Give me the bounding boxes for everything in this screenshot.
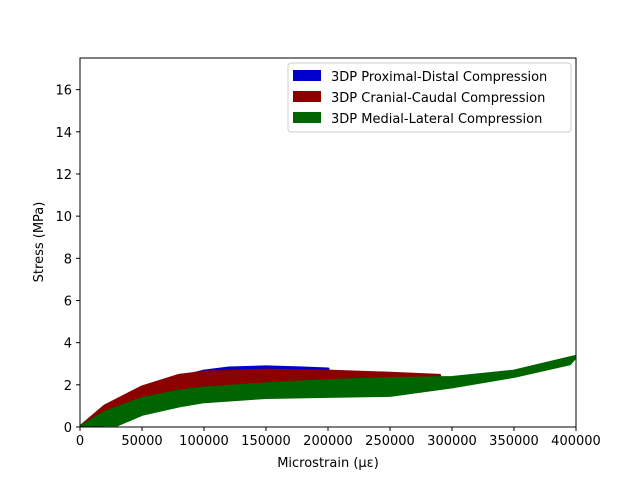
legend-swatch-1 (293, 70, 321, 81)
x-axis-label: Microstrain (µε) (277, 456, 379, 471)
legend: 3DP Proximal-Distal Compression 3DP Crani… (287, 62, 572, 133)
legend-box (287, 62, 572, 133)
y-tick-label: 12 (55, 168, 72, 183)
y-tick-label: 16 (55, 84, 72, 99)
x-tick-label: 400000 (551, 434, 601, 449)
series-band-3 (80, 354, 576, 427)
plot-area (80, 354, 576, 427)
x-tick-label: 300000 (427, 434, 477, 449)
axes: 0 50000 100000 150000 200000 250000 300000 3500… (55, 57, 601, 449)
x-tick-label: 350000 (489, 434, 539, 449)
x-tick-label: 0 (76, 434, 84, 449)
x-tick-label: 50000 (121, 434, 162, 449)
y-tick-label: 2 (64, 379, 72, 394)
y-tick-label: 4 (64, 337, 72, 352)
y-tick-label: 8 (64, 252, 72, 267)
x-tick-label: 250000 (365, 434, 415, 449)
x-tick-label: 200000 (303, 434, 353, 449)
x-tick-label: 100000 (179, 434, 229, 449)
y-tick-label: 0 (64, 421, 72, 436)
legend-label-2: 3DP Cranial-Caudal Compression (331, 91, 545, 106)
y-tick-label: 14 (55, 126, 72, 141)
y-tick-label: 6 (64, 294, 72, 309)
legend-label-3: 3DP Medial-Lateral Compression (331, 112, 542, 127)
legend-swatch-2 (293, 91, 321, 102)
y-axis-label: Stress (MPa) (32, 202, 47, 283)
legend-swatch-3 (293, 112, 321, 123)
y-tick-label: 10 (55, 210, 72, 225)
legend-label-1: 3DP Proximal-Distal Compression (331, 70, 547, 85)
x-tick-label: 150000 (241, 434, 291, 449)
